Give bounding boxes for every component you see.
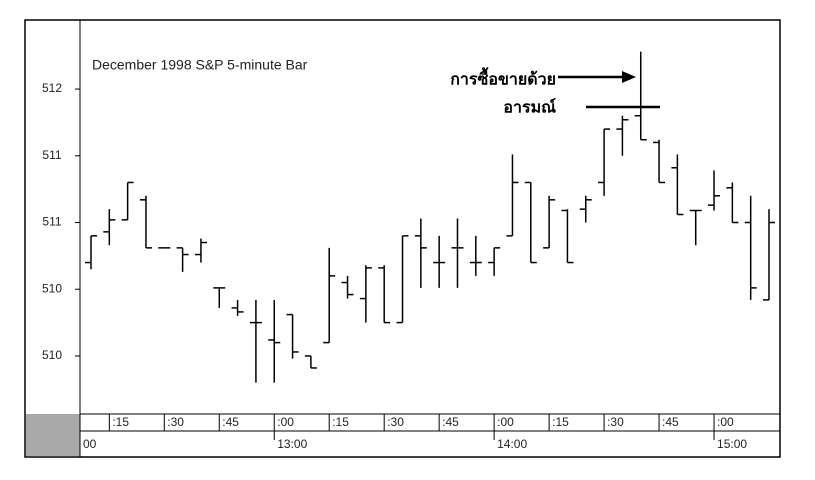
hour-label: 14:00 [497,437,527,451]
x-tick-label: :15 [332,415,349,429]
annotation-arrowhead [622,71,636,83]
x-tick-label: :30 [607,415,624,429]
x-tick-label: :00 [717,415,734,429]
x-tick-label: :15 [552,415,569,429]
hour-label: 00 [83,437,97,451]
x-tick-label: :45 [662,415,679,429]
annotation: การซื้อขายด้วย [450,67,556,89]
x-tick-label: :30 [387,415,404,429]
y-tick-label: 510 [42,348,62,362]
hour-label: 13:00 [277,437,307,451]
x-tick-label: :00 [497,415,514,429]
x-tick-label: :45 [222,415,239,429]
annotation: อารมณ์ [503,98,556,117]
x-tick-label: :30 [167,415,184,429]
hour-label: 15:00 [717,437,747,451]
y-tick-label: 512 [42,81,62,95]
y-tick-label: 511 [42,148,61,162]
y-tick-label: 510 [42,281,62,295]
corner-box [26,414,80,456]
y-tick-label: 511 [42,215,61,229]
x-tick-label: :15 [112,415,129,429]
x-tick-label: :45 [442,415,459,429]
x-tick-label: :00 [277,415,294,429]
chart-title: December 1998 S&P 5-minute Bar [92,57,308,73]
